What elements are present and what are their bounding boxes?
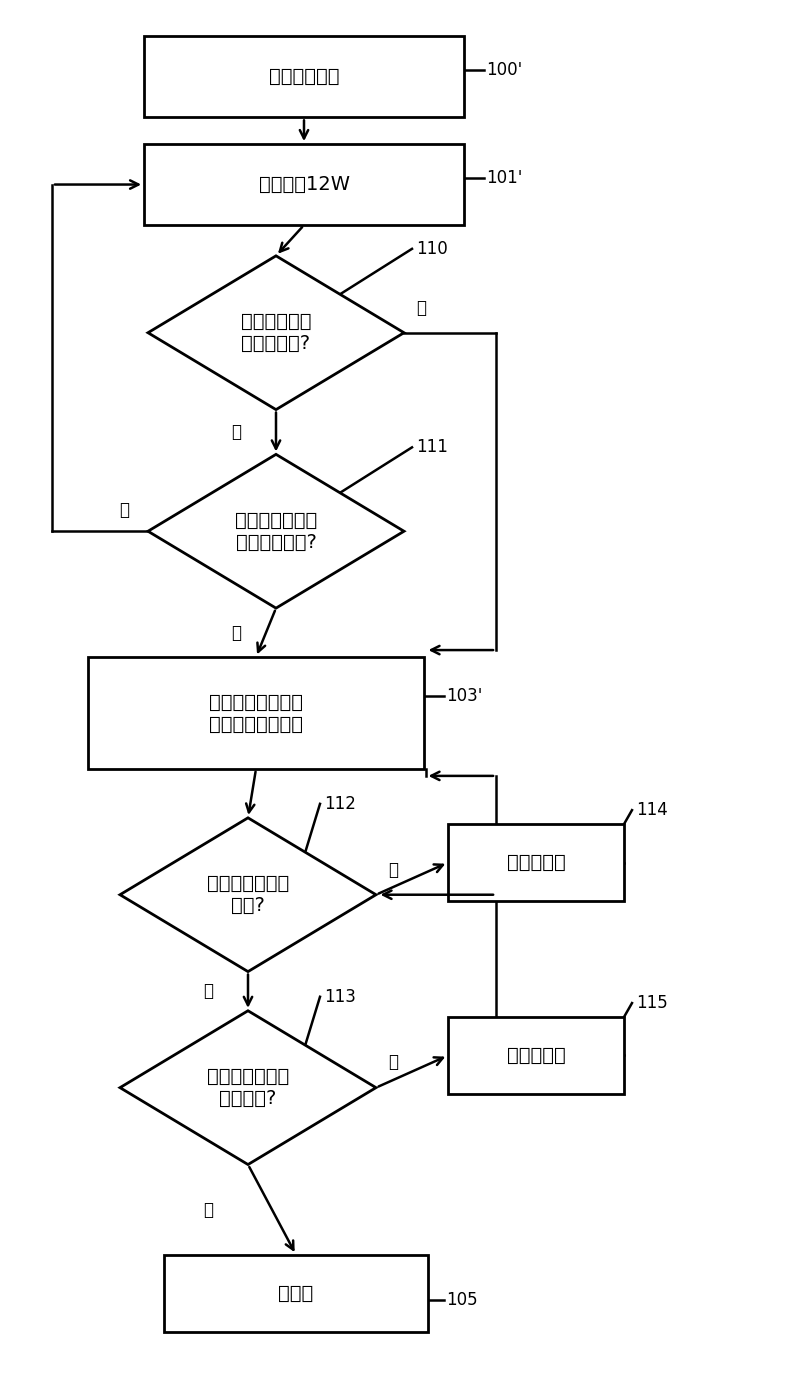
Text: 111: 111	[416, 439, 448, 456]
Text: 提高灯功率: 提高灯功率	[506, 853, 566, 872]
Text: 否: 否	[119, 502, 129, 519]
Text: 103': 103'	[446, 688, 482, 705]
Bar	[164, 1255, 428, 1331]
Polygon shape	[148, 454, 404, 608]
Polygon shape	[148, 256, 404, 410]
Bar	[448, 1018, 624, 1093]
Text: 是否满足稳定性
标准?: 是否满足稳定性 标准?	[207, 874, 289, 916]
Bar	[88, 657, 424, 769]
Text: 关断灯: 关断灯	[278, 1283, 314, 1303]
Text: 110: 110	[416, 240, 448, 257]
Text: 是: 是	[203, 983, 213, 1000]
Polygon shape	[120, 1011, 376, 1165]
Text: 是否经过了续燃
持续时间?: 是否经过了续燃 持续时间?	[207, 1067, 289, 1109]
Text: 接收关断请求: 接收关断请求	[269, 67, 339, 87]
Text: 101': 101'	[486, 169, 522, 186]
Text: 灯功率为12W: 灯功率为12W	[258, 175, 350, 194]
Text: 100': 100'	[486, 62, 522, 78]
Text: 105: 105	[446, 1292, 478, 1309]
Polygon shape	[120, 818, 376, 972]
Bar	[144, 36, 464, 117]
Text: 是: 是	[203, 1201, 213, 1219]
Text: 降低灯功率: 降低灯功率	[506, 1046, 566, 1065]
Text: 115: 115	[636, 994, 668, 1012]
Text: 是否满足下冲
稳定性标准?: 是否满足下冲 稳定性标准?	[241, 312, 311, 354]
Text: 否: 否	[416, 299, 426, 316]
Text: 113: 113	[324, 988, 356, 1005]
Text: 112: 112	[324, 795, 356, 812]
Text: 是否经过了下冲
功率持续时间?: 是否经过了下冲 功率持续时间?	[235, 510, 317, 552]
Text: 否: 否	[388, 1054, 398, 1071]
Bar	[448, 825, 624, 902]
Text: 是: 是	[231, 424, 241, 440]
Text: 否: 否	[388, 861, 398, 878]
Bar	[144, 144, 464, 225]
Text: 把灯功率提高到降
低的功率电平之上: 把灯功率提高到降 低的功率电平之上	[209, 692, 303, 734]
Text: 114: 114	[636, 801, 668, 819]
Text: 是: 是	[231, 624, 241, 642]
